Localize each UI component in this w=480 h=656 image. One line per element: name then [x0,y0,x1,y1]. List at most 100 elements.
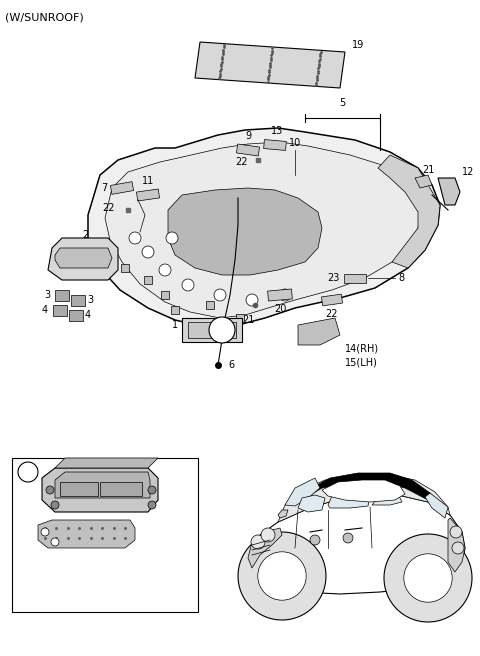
Bar [60,482,98,496]
Text: A: A [219,325,225,335]
Bar [344,274,366,283]
Text: 24: 24 [162,530,174,540]
Text: 4: 4 [42,305,48,315]
Bar [264,140,287,150]
Text: 12: 12 [462,167,474,177]
Polygon shape [278,510,288,518]
Text: 7: 7 [101,183,107,193]
Text: 9: 9 [245,131,251,141]
Circle shape [129,232,141,244]
Polygon shape [322,480,405,502]
Circle shape [41,528,49,536]
Polygon shape [42,468,158,512]
Polygon shape [48,238,118,280]
Text: 21: 21 [242,315,254,325]
Polygon shape [378,155,440,268]
Bar [110,182,133,194]
Circle shape [159,264,171,276]
Circle shape [51,501,59,509]
Polygon shape [415,175,432,188]
Circle shape [384,534,472,622]
Polygon shape [105,142,420,318]
Polygon shape [88,128,440,328]
Circle shape [238,532,326,620]
Bar [69,310,83,321]
Polygon shape [182,318,242,342]
Circle shape [246,294,258,306]
Circle shape [148,486,156,494]
Text: 26: 26 [110,523,122,533]
Bar [53,304,67,316]
Polygon shape [55,248,112,268]
Bar [268,289,292,301]
Circle shape [182,279,194,291]
Circle shape [51,538,59,546]
Polygon shape [248,495,465,594]
Bar [100,482,142,496]
Circle shape [142,246,154,258]
Circle shape [18,462,38,482]
Bar [322,294,343,306]
Circle shape [148,501,156,509]
Polygon shape [248,528,282,568]
Bar [55,289,69,300]
Polygon shape [298,495,325,512]
Circle shape [251,535,265,549]
Text: 22: 22 [326,309,338,319]
Text: 5: 5 [339,98,345,108]
Bar [121,264,129,272]
Circle shape [166,232,178,244]
Circle shape [279,289,291,301]
Polygon shape [298,318,340,345]
Polygon shape [438,178,460,205]
Circle shape [450,526,462,538]
Circle shape [404,554,452,602]
Text: 23: 23 [327,273,339,283]
Circle shape [343,533,353,543]
Text: 19: 19 [352,40,364,50]
Polygon shape [285,478,320,506]
Text: 3: 3 [44,290,50,300]
Text: (W/SUNROOF): (W/SUNROOF) [5,12,84,22]
Circle shape [214,289,226,301]
Text: 21: 21 [422,165,434,175]
Circle shape [209,317,235,343]
Bar [171,306,179,314]
Text: A: A [25,468,31,476]
Text: 13: 13 [271,126,283,136]
Text: 15(LH): 15(LH) [345,357,378,367]
Polygon shape [188,322,236,338]
Polygon shape [372,494,402,505]
Text: 2: 2 [82,230,88,240]
Polygon shape [55,472,150,498]
Bar [144,276,152,284]
Bar [71,295,85,306]
Text: 3: 3 [87,295,93,305]
Text: 11: 11 [142,176,154,186]
Bar [237,144,260,156]
Polygon shape [425,493,448,518]
Text: 10: 10 [289,138,301,148]
Polygon shape [55,458,158,468]
Polygon shape [278,475,450,522]
Text: 22: 22 [103,203,115,213]
Polygon shape [328,493,370,508]
Bar [236,314,244,322]
Polygon shape [38,520,135,548]
Circle shape [310,535,320,545]
Text: 22: 22 [236,157,248,167]
Circle shape [452,542,464,554]
Circle shape [258,552,306,600]
Polygon shape [300,473,440,508]
Polygon shape [448,518,465,572]
Circle shape [46,486,54,494]
Text: 4: 4 [85,310,91,320]
Text: 20: 20 [274,304,286,314]
Text: 8: 8 [398,273,404,283]
Polygon shape [168,188,322,275]
Bar [161,291,169,299]
Bar [12,458,198,612]
Text: 14(RH): 14(RH) [345,343,379,353]
Bar [206,301,214,309]
Circle shape [261,528,275,542]
